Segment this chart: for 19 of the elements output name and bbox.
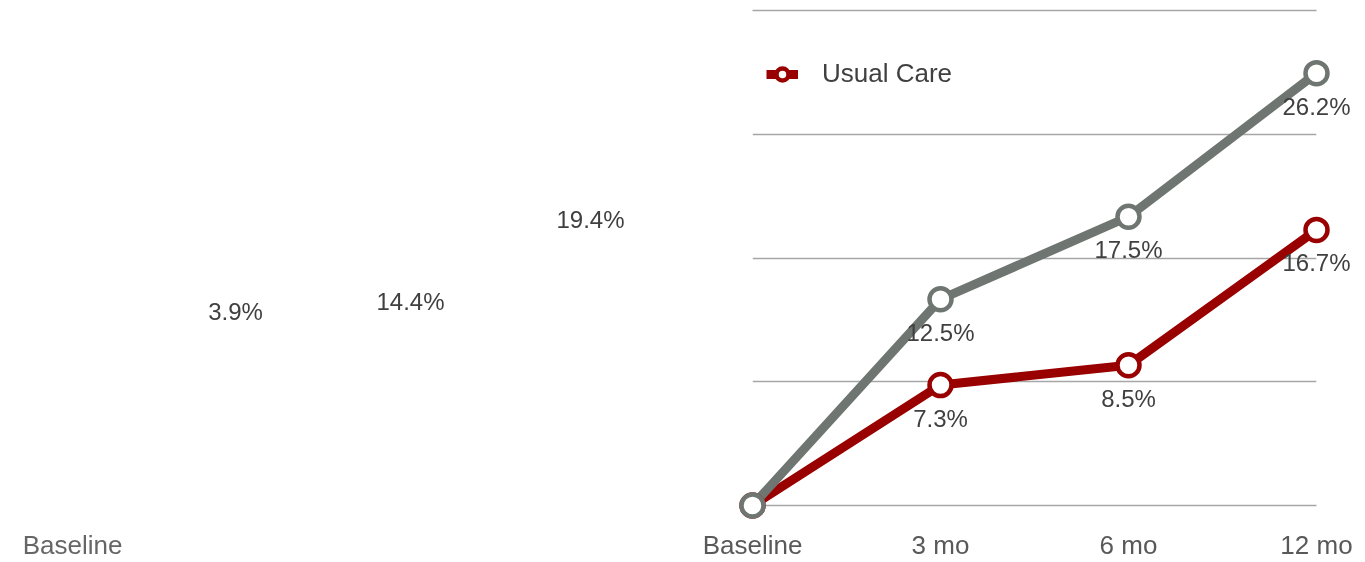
data-label: 16.7% [1282, 249, 1351, 277]
point [1115, 203, 1142, 230]
text: 19.4% [556, 206, 625, 234]
data-label: 7.3% [913, 404, 968, 432]
data-label: 26.2% [1282, 92, 1351, 120]
data-label: 8.5% [1101, 384, 1156, 412]
x-tick-label: 12 mo [1280, 529, 1353, 560]
point [927, 371, 954, 399]
point [1303, 59, 1330, 87]
data-label: 17.5% [1094, 236, 1163, 264]
x-tick-label: 6 mo [1099, 529, 1158, 560]
text: 14.4% [376, 287, 445, 315]
point [1115, 352, 1142, 379]
point [1303, 216, 1330, 244]
text: 3.9% [208, 297, 263, 325]
x-tick-label: 3 mo [911, 529, 970, 560]
x-tick-label: Baseline [702, 529, 803, 560]
point [927, 286, 954, 313]
legend-label: Usual Care [822, 58, 953, 89]
